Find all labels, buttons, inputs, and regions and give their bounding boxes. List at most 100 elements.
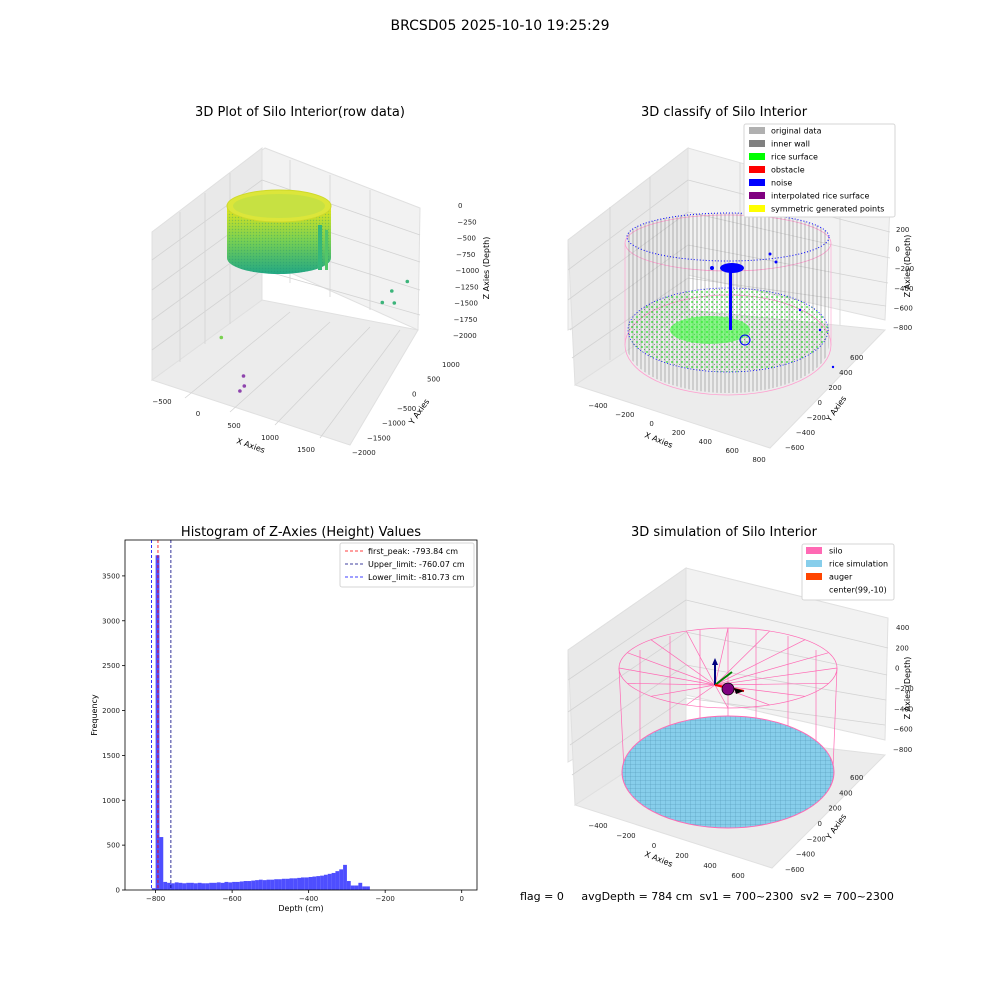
raw-point-cloud [226, 189, 332, 274]
status-line: flag = 0 avgDepth = 784 cm sv1 = 700~230… [520, 890, 894, 903]
classify-x-tick-label: 400 [699, 438, 712, 446]
hist-bar [343, 864, 347, 890]
sim-xlabel: X Axies [643, 850, 674, 869]
raw-z-tick-label: −2000 [453, 332, 477, 340]
hist-legend: first_peak: -793.84 cm Upper_limit: -760.… [339, 542, 475, 588]
classify-z-tick-label: 0 [895, 246, 899, 254]
sim-roof-spoke [714, 630, 770, 686]
hist-bar [201, 883, 206, 890]
raw-x-tick-label: −500 [152, 398, 171, 406]
hist-legend-label: Lower_limit: -810.73 cm [368, 573, 465, 582]
raw-outlier-points [219, 279, 410, 393]
sim-legend-swatch [806, 586, 822, 593]
classify-y-tick-label: 200 [828, 384, 841, 392]
classify-x-tick-label: 600 [725, 447, 738, 455]
raw-outlier-point [380, 300, 385, 305]
raw-x-tick-label: 1000 [261, 434, 279, 442]
classify-legend-swatch [749, 166, 765, 173]
hist-bar [258, 879, 263, 890]
hist-y-tick-label: 1000 [102, 797, 120, 805]
sim-z-tick-label: −600 [894, 726, 913, 734]
classify-x-tick-label: 800 [752, 456, 765, 464]
hist-y-tick-label: 1500 [102, 752, 120, 760]
classify-legend-label: rice surface [771, 153, 818, 162]
hist-y-tick-label: 2500 [102, 662, 120, 670]
hist-bar [251, 880, 256, 890]
classify-zlabel: Z Axies (Depth) [903, 235, 912, 298]
sim-z-tick-label: 0 [895, 665, 899, 673]
classify-legend-label: original data [771, 127, 822, 136]
hist-bar [335, 871, 340, 890]
hist-legend-label: first_peak: -793.84 cm [368, 547, 458, 556]
classify-legend-swatch [749, 179, 765, 186]
classify-legend-label: noise [771, 179, 792, 188]
hist-bar [339, 869, 344, 890]
hist-bar [285, 878, 290, 890]
hist-bar [197, 882, 202, 890]
raw-x-tick-label: 1500 [297, 446, 315, 454]
raw-y-tick-label: −1000 [382, 420, 406, 428]
sim-gridlines [567, 599, 889, 776]
figure-suptitle: BRCSD05 2025-10-10 19:25:29 [390, 18, 610, 34]
hist-bar [163, 881, 168, 890]
hist-bar [304, 877, 309, 890]
raw-z-tick-label: −1500 [454, 300, 478, 308]
hist-bar [239, 881, 244, 890]
sim-x-tick-label: −200 [616, 832, 635, 840]
raw-outlier-point [238, 389, 242, 393]
sim-x-tick-label: 200 [675, 852, 688, 860]
classify-y-tick-label: 400 [839, 369, 852, 377]
sim-roof-spoke [650, 639, 716, 686]
sim-roof-spoke [685, 630, 716, 686]
raw-outlier-point [242, 384, 247, 388]
sim-x-tick-label: 0 [652, 842, 656, 850]
hist-xlabel: Depth (cm) [278, 904, 323, 913]
classify-rice-surface [627, 287, 829, 373]
sim-legend-label: rice simulation [829, 560, 888, 569]
sim-ticks: −400 −200 0 200 400 600 −600 −400 −200 0 200 400 600… [588, 624, 913, 880]
raw-z-tick-label: −1750 [454, 316, 478, 324]
raw-outlier-point [392, 301, 397, 305]
hist-bar [327, 873, 332, 890]
classify-z-tick-label: −800 [893, 324, 912, 332]
hist-bar [354, 885, 359, 890]
classify-y-tick-label: −400 [796, 429, 815, 437]
sim-y-tick-label: −600 [785, 866, 804, 874]
raw-z-tick-label: −500 [457, 235, 476, 243]
raw-z-tick-label: 0 [458, 202, 462, 210]
classify-legend-label: obstacle [771, 166, 805, 175]
hist-x-tick-label: −600 [223, 895, 242, 903]
hist-legend-label: Upper_limit: -760.07 cm [368, 560, 465, 569]
hist-bar [316, 876, 321, 890]
hist-bar [278, 879, 282, 890]
sim-title: 3D simulation of Silo Interior [631, 525, 818, 540]
sim-roof-spoke [650, 684, 716, 697]
sim-y-tick-label: 200 [828, 805, 841, 813]
histogram-plot: Histogram of Z-Axies (Height) Values −80… [90, 525, 478, 913]
hist-y-tick-label: 500 [107, 842, 120, 850]
sim-auger [712, 658, 745, 696]
sim-y-tick-label: 0 [818, 820, 822, 828]
hist-bar [205, 883, 210, 890]
hist-bar [178, 882, 183, 890]
hist-bar [270, 879, 275, 890]
sim-legend-swatch [806, 560, 822, 567]
hist-bar [255, 880, 259, 890]
hist-xticks: −800 −600 −400 −200 0 [146, 890, 464, 903]
sim-roof-spoke [618, 667, 716, 686]
classify-legend-swatch [749, 205, 765, 212]
hist-bar [182, 883, 187, 890]
raw-y-tick-label: −1500 [367, 434, 391, 442]
classify-xlabel: X Axies [643, 431, 674, 450]
hist-y-tick-label: 0 [116, 887, 120, 895]
sim-legend: silo rice simulation auger center(99,-10) [801, 543, 895, 601]
classify-y-tick-label: 600 [850, 354, 863, 362]
hist-bar [186, 882, 191, 890]
classify-legend-swatch [749, 140, 765, 147]
hist-title: Histogram of Z-Axies (Height) Values [181, 525, 421, 540]
hist-vlines [151, 540, 172, 890]
hist-ylabel: Frequency [90, 694, 99, 736]
classify-ylabel: Y Axies [824, 394, 849, 424]
raw-y-tick-label: 1000 [442, 361, 460, 369]
raw-y-tick-label: −2000 [352, 449, 376, 457]
